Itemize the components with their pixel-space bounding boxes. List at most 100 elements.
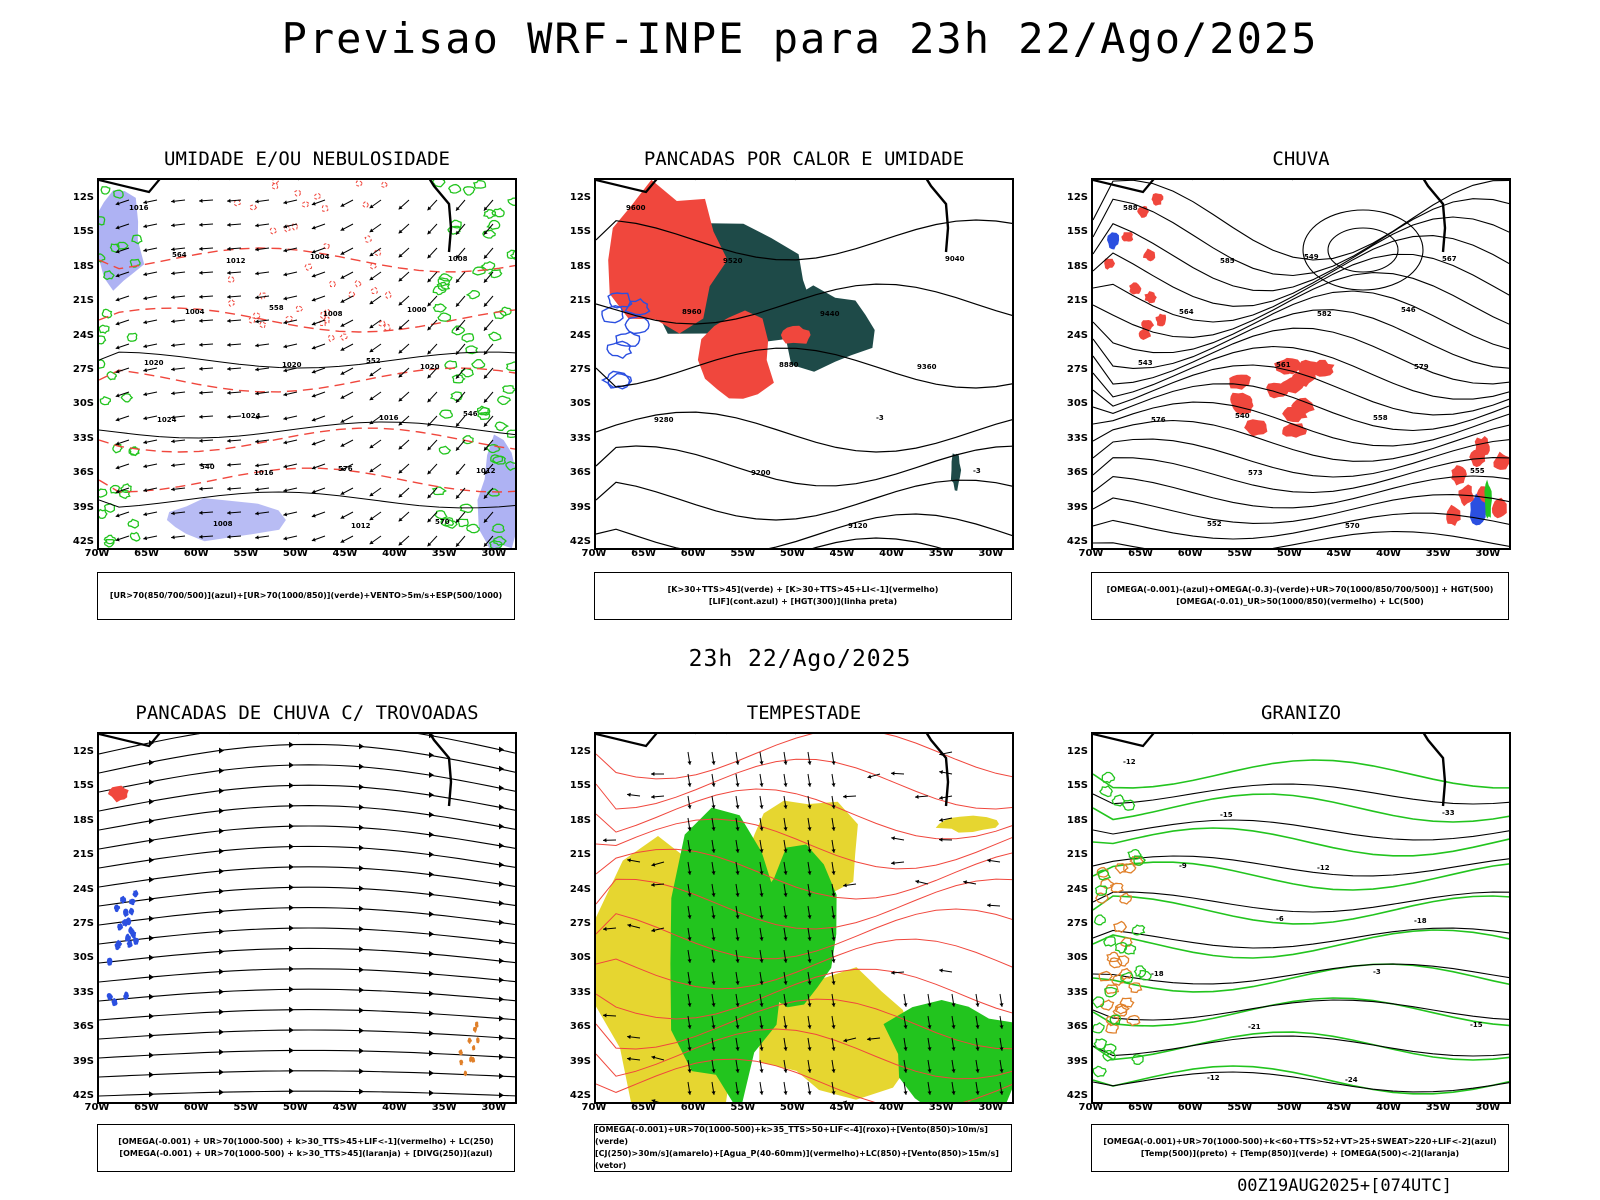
wind-vector: [171, 223, 186, 228]
wind-vector: [759, 795, 764, 809]
divergence-area: [126, 940, 133, 948]
omega-500-contour: [1118, 967, 1133, 981]
rain-area: [1151, 193, 1164, 206]
wind-vector: [759, 1015, 764, 1029]
wind-vector: [939, 770, 953, 775]
green-contour: [487, 269, 503, 279]
precipitable-water-contour: [596, 1028, 1012, 1080]
country-border: [596, 734, 658, 748]
omega-500-contour: [1113, 920, 1128, 934]
temp-850-contour-small: [1096, 869, 1112, 881]
legend-box: [OMEGA(-0.001)-(azul)+OMEGA(-0.3)-(verde…: [1091, 572, 1509, 620]
wind-vector: [711, 773, 716, 787]
wind-vector: [283, 223, 298, 229]
streamline-arrow: [219, 928, 224, 935]
contour-label: -15: [1220, 811, 1233, 819]
wind-vector: [927, 1081, 932, 1095]
wind-vector: [903, 993, 908, 1007]
wind-vector: [483, 271, 494, 283]
wind-vector: [831, 905, 836, 919]
streamline-arrow: [429, 752, 434, 759]
longitude-tick-label: 65W: [631, 548, 657, 559]
streamline-arrow: [289, 986, 294, 993]
pressure-contour: [99, 491, 515, 509]
wind-vector: [602, 1013, 617, 1018]
longitude-tick-label: 30W: [978, 548, 1004, 559]
green-contour: [490, 454, 504, 464]
wind-vector: [171, 295, 186, 300]
contour-label: 558: [1373, 414, 1388, 422]
divergence-area: [125, 933, 132, 943]
humidity-high-area: [166, 498, 286, 542]
wind-vector: [711, 971, 716, 985]
jet-stream-area: [935, 815, 999, 833]
legend-box: [UR>70(850/700/500)](azul)+[UR>70(1000/8…: [97, 572, 515, 620]
instability-area: [471, 1045, 476, 1051]
wind-vector: [843, 1037, 857, 1043]
temp-850-contour-small: [1099, 785, 1113, 798]
latitude-tick-label: 24S: [1066, 329, 1088, 341]
temp-850-contour-small: [1093, 1038, 1108, 1050]
contour-label: 9600: [626, 204, 646, 212]
map-canvas: 588 585 582 579 576 573 570 567 564 561 558 555 552 5…: [1093, 180, 1509, 548]
latitude-tick-label: 15S: [569, 780, 591, 792]
red-dash-contour: [374, 248, 382, 257]
streamline-arrow: [149, 993, 154, 1000]
wind-vector: [783, 905, 788, 919]
wind-vector: [939, 817, 953, 822]
rain-area: [1129, 282, 1142, 295]
green-contour2: [99, 335, 107, 345]
green-contour: [486, 488, 500, 497]
contour-label: 1008: [448, 255, 468, 263]
contour-label: 549: [1304, 253, 1319, 261]
streamline-arrow: [219, 1028, 224, 1035]
wind-vector: [369, 535, 382, 545]
rain-area: [1244, 419, 1268, 437]
longitude-tick-label: 40W: [382, 1102, 408, 1113]
wind-vector: [711, 817, 716, 831]
wind-vector: [115, 223, 130, 230]
wind-vector: [227, 534, 242, 539]
wind-vector: [143, 535, 158, 541]
wind-vector: [283, 391, 298, 397]
wind-vector: [427, 199, 438, 211]
wind-vector: [255, 343, 270, 348]
latitude-tick-label: 27S: [1066, 918, 1088, 929]
streamline-arrow: [149, 857, 154, 864]
wind-vector: [627, 923, 641, 929]
wind-vector: [427, 247, 438, 259]
wind-vector: [711, 1015, 716, 1029]
latitude-tick-label: 36S: [569, 1021, 591, 1033]
wind-vector: [999, 1037, 1004, 1051]
streamline-arrow: [289, 823, 294, 830]
wind-vector: [687, 751, 692, 765]
wind-vector: [311, 271, 326, 278]
wind-vector: [427, 511, 438, 523]
wind-vector: [735, 839, 740, 853]
longitude-tick-label: 45W: [829, 1102, 855, 1113]
wind-vector: [843, 1100, 847, 1102]
wind-vector: [711, 927, 716, 941]
latitude-tick-label: 12S: [1066, 746, 1088, 757]
wind-vector: [783, 751, 788, 765]
longitude-tick-label: 60W: [1177, 548, 1203, 559]
wind-vector: [427, 463, 438, 475]
contour-label: 576: [1151, 416, 1166, 424]
contour-label: 564: [172, 251, 187, 259]
streamline-arrow: [429, 970, 434, 977]
latitude-tick-label: 18S: [1066, 260, 1088, 272]
wind-vector: [398, 535, 410, 546]
latitude-tick-label: 27S: [72, 918, 94, 929]
longitude-tick-label: 65W: [631, 1102, 657, 1113]
wind-vector: [369, 223, 382, 233]
wind-vector: [143, 367, 158, 373]
wind-vector: [199, 438, 214, 443]
divergence-area: [117, 923, 124, 931]
wind-vector: [311, 343, 326, 350]
wind-vector: [143, 343, 158, 349]
divergence-area: [121, 919, 128, 927]
latitude-tick-label: 36S: [569, 467, 591, 479]
wind-vector: [711, 883, 716, 897]
green-contour: [496, 395, 512, 406]
wind-vector: [283, 247, 298, 253]
